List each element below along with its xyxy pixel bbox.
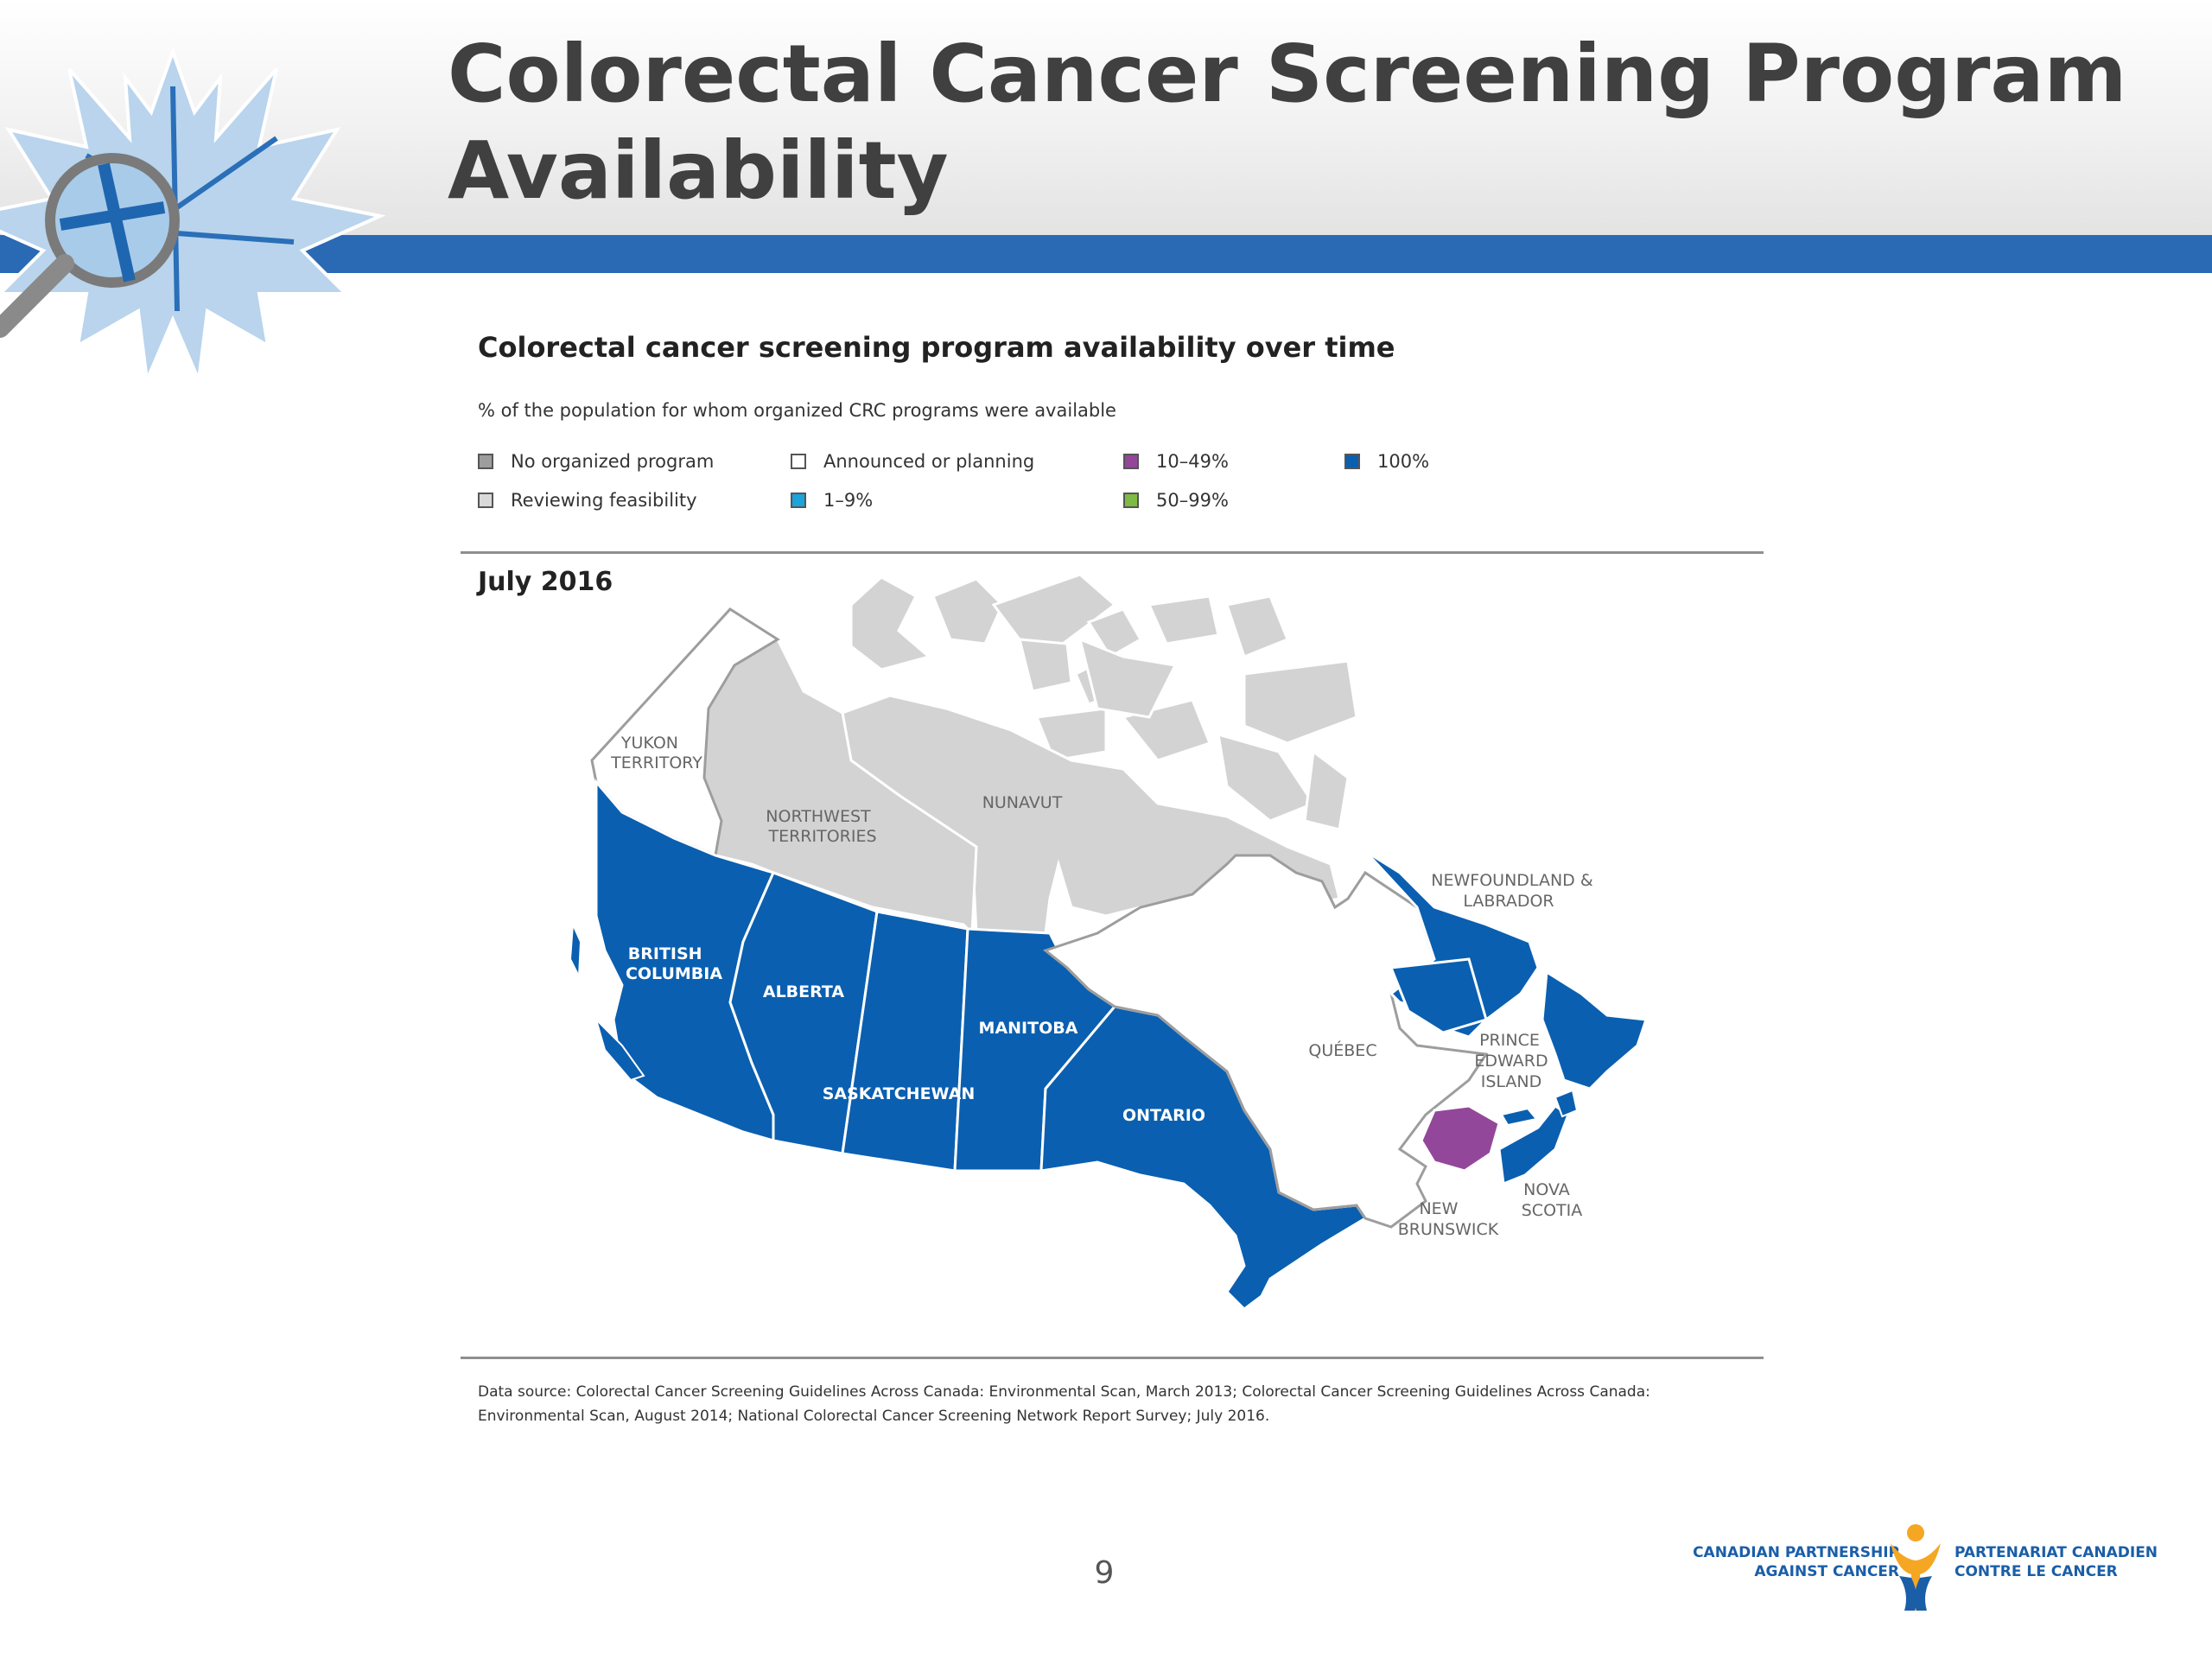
legend-item-reviewing: Reviewing feasibility bbox=[478, 490, 697, 511]
region-newfoundland-island bbox=[1541, 969, 1649, 1090]
legend-swatch bbox=[478, 454, 493, 469]
label-newfoundland-line2: LABRADOR bbox=[1463, 892, 1554, 911]
label-new-brunswick: NEW BRUNSWICK bbox=[1398, 1199, 1499, 1239]
label-bc: BRITISH COLUMBIA bbox=[626, 944, 722, 983]
label-pei: PRINCE EDWARD ISLAND bbox=[1474, 1031, 1553, 1091]
chart-bottom-rule bbox=[461, 1357, 1764, 1359]
label-yukon-line1: YUKON bbox=[620, 734, 678, 753]
slide-title: Colorectal Cancer Screening Program Avai… bbox=[448, 28, 2127, 217]
legend-swatch bbox=[478, 493, 493, 508]
legend-label: 1–9% bbox=[823, 490, 874, 511]
cape-breton bbox=[1554, 1089, 1579, 1118]
logo-en-line2: AGAINST CANCER bbox=[1754, 1563, 1899, 1580]
legend-swatch bbox=[1123, 454, 1139, 469]
map-date: July 2016 bbox=[478, 567, 613, 597]
region-yukon bbox=[590, 607, 780, 858]
label-nwt-line1: NORTHWEST bbox=[766, 807, 871, 826]
label-bc-line2: COLUMBIA bbox=[626, 964, 722, 983]
label-newfoundland-line1: NEWFOUNDLAND & bbox=[1431, 871, 1593, 890]
label-nova-scotia-line2: SCOTIA bbox=[1522, 1201, 1583, 1220]
page-number: 9 bbox=[1094, 1555, 1115, 1591]
labrador-south bbox=[1389, 957, 1488, 1034]
header-accent-bar bbox=[0, 235, 2212, 273]
legend-label: Announced or planning bbox=[823, 451, 1035, 472]
logo-fr-line2: CONTRE LE CANCER bbox=[1955, 1563, 2118, 1580]
partnership-figure-icon bbox=[1891, 1524, 1941, 1611]
legend-label: No organized program bbox=[511, 451, 715, 472]
haida-gwaii bbox=[569, 924, 582, 980]
label-pei-line3: ISLAND bbox=[1481, 1072, 1542, 1091]
legend-item-10-49: 10–49% bbox=[1123, 451, 1229, 472]
label-yukon-line2: TERRITORY bbox=[610, 753, 702, 772]
label-nwt-line2: TERRITORIES bbox=[767, 827, 876, 846]
label-alberta: ALBERTA bbox=[763, 982, 845, 1001]
vancouver-island bbox=[594, 1016, 645, 1082]
chart-description: % of the population for whom organized C… bbox=[478, 400, 1116, 421]
label-yukon: YUKON TERRITORY bbox=[610, 734, 702, 772]
logo-text-french: PARTENARIAT CANADIEN CONTRE LE CANCER bbox=[1955, 1543, 2158, 1581]
label-nova-scotia-line1: NOVA bbox=[1523, 1180, 1570, 1199]
legend-label: Reviewing feasibility bbox=[511, 490, 697, 511]
label-nova-scotia: NOVA SCOTIA bbox=[1522, 1180, 1583, 1220]
header-background bbox=[0, 0, 2212, 235]
logo-text-english: CANADIAN PARTNERSHIP AGAINST CANCER bbox=[1693, 1543, 1899, 1581]
label-new-brunswick-line1: NEW bbox=[1419, 1199, 1458, 1218]
label-pei-line1: PRINCE bbox=[1479, 1031, 1540, 1050]
legend-swatch bbox=[1344, 454, 1360, 469]
maple-leaf-magnifier-icon bbox=[0, 47, 386, 387]
region-quebec bbox=[1042, 854, 1489, 1229]
label-quebec: QUÉBEC bbox=[1308, 1040, 1376, 1060]
legend-item-50-99: 50–99% bbox=[1123, 490, 1229, 511]
arctic-islands bbox=[849, 573, 1358, 831]
legend-item-1-9: 1–9% bbox=[791, 490, 873, 511]
legend-swatch bbox=[791, 454, 806, 469]
label-manitoba: MANITOBA bbox=[979, 1019, 1078, 1038]
label-pei-line2: EDWARD bbox=[1474, 1052, 1548, 1071]
chart-top-rule bbox=[461, 551, 1764, 554]
label-newfoundland: NEWFOUNDLAND & LABRADOR bbox=[1431, 871, 1598, 911]
label-bc-line1: BRITISH bbox=[628, 944, 702, 963]
data-source-note: Data source: Colorectal Cancer Screening… bbox=[478, 1383, 1650, 1425]
label-new-brunswick-line2: BRUNSWICK bbox=[1398, 1220, 1499, 1239]
label-saskatchewan: SASKATCHEWAN bbox=[823, 1084, 976, 1103]
logo-en-line1: CANADIAN PARTNERSHIP bbox=[1693, 1544, 1899, 1561]
legend-item-no-program: No organized program bbox=[478, 451, 714, 472]
logo-fr-line1: PARTENARIAT CANADIEN bbox=[1955, 1544, 2158, 1561]
partnership-logo: CANADIAN PARTNERSHIP AGAINST CANCER PART… bbox=[1693, 1521, 2158, 1616]
legend-item-announced: Announced or planning bbox=[791, 451, 1034, 472]
region-new-brunswick bbox=[1420, 1104, 1501, 1173]
chart-subtitle: Colorectal cancer screening program avai… bbox=[478, 331, 1395, 364]
legend-swatch bbox=[1123, 493, 1139, 508]
region-nova-scotia bbox=[1497, 1103, 1570, 1186]
legend-label: 50–99% bbox=[1156, 490, 1229, 511]
legend-label: 100% bbox=[1377, 451, 1430, 472]
legend-label: 10–49% bbox=[1156, 451, 1229, 472]
region-pei bbox=[1500, 1107, 1538, 1127]
label-ontario: ONTARIO bbox=[1122, 1106, 1205, 1125]
label-nwt: NORTHWEST TERRITORIES bbox=[766, 807, 876, 846]
label-nunavut: NUNAVUT bbox=[982, 793, 1063, 812]
legend-item-100: 100% bbox=[1344, 451, 1429, 472]
legend-swatch bbox=[791, 493, 806, 508]
